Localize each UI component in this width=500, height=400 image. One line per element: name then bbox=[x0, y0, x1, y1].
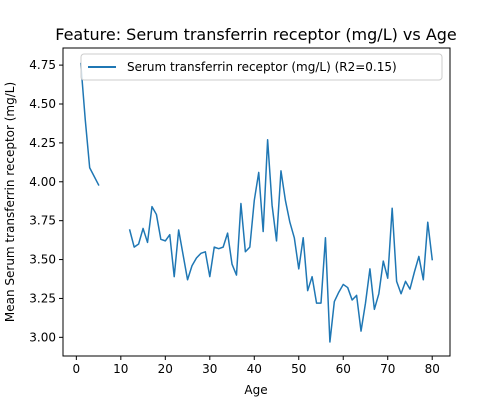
series-line-segment bbox=[128, 139, 434, 343]
y-tick-label: 4.75 bbox=[29, 58, 56, 72]
y-tick-label: 3.75 bbox=[29, 214, 56, 228]
plot-area bbox=[79, 62, 434, 343]
legend-label: Serum transferrin receptor (mg/L) (R2=0.… bbox=[127, 60, 397, 74]
chart-title: Feature: Serum transferrin receptor (mg/… bbox=[55, 25, 457, 44]
y-tick-label: 3.00 bbox=[29, 330, 56, 344]
x-tick-label: 50 bbox=[291, 362, 306, 376]
x-tick-label: 70 bbox=[380, 362, 395, 376]
y-tick-label: 4.50 bbox=[29, 97, 56, 111]
x-tick-label: 80 bbox=[425, 362, 440, 376]
x-tick-label: 30 bbox=[202, 362, 217, 376]
y-axis: 3.00 3.25 3.50 3.75 4.00 4.25 4.50 4.75 bbox=[29, 58, 63, 344]
series-line-segment bbox=[79, 62, 100, 186]
legend: Serum transferrin receptor (mg/L) (R2=0.… bbox=[80, 53, 443, 81]
legend-box bbox=[80, 53, 443, 81]
y-tick-label: 3.50 bbox=[29, 253, 56, 267]
x-tick-label: 40 bbox=[247, 362, 262, 376]
x-tick-label: 0 bbox=[73, 362, 81, 376]
y-tick-label: 3.25 bbox=[29, 291, 56, 305]
x-tick-label: 60 bbox=[336, 362, 351, 376]
x-axis: 0 10 20 30 40 50 60 70 80 bbox=[73, 356, 440, 376]
y-tick-label: 4.00 bbox=[29, 175, 56, 189]
y-axis-label: Mean Serum transferrin receptor (mg/L) bbox=[3, 82, 17, 322]
y-tick-label: 4.25 bbox=[29, 136, 56, 150]
x-tick-label: 10 bbox=[113, 362, 128, 376]
x-tick-label: 20 bbox=[158, 362, 173, 376]
plot-frame bbox=[62, 47, 451, 357]
x-axis-label: Age bbox=[244, 383, 267, 397]
